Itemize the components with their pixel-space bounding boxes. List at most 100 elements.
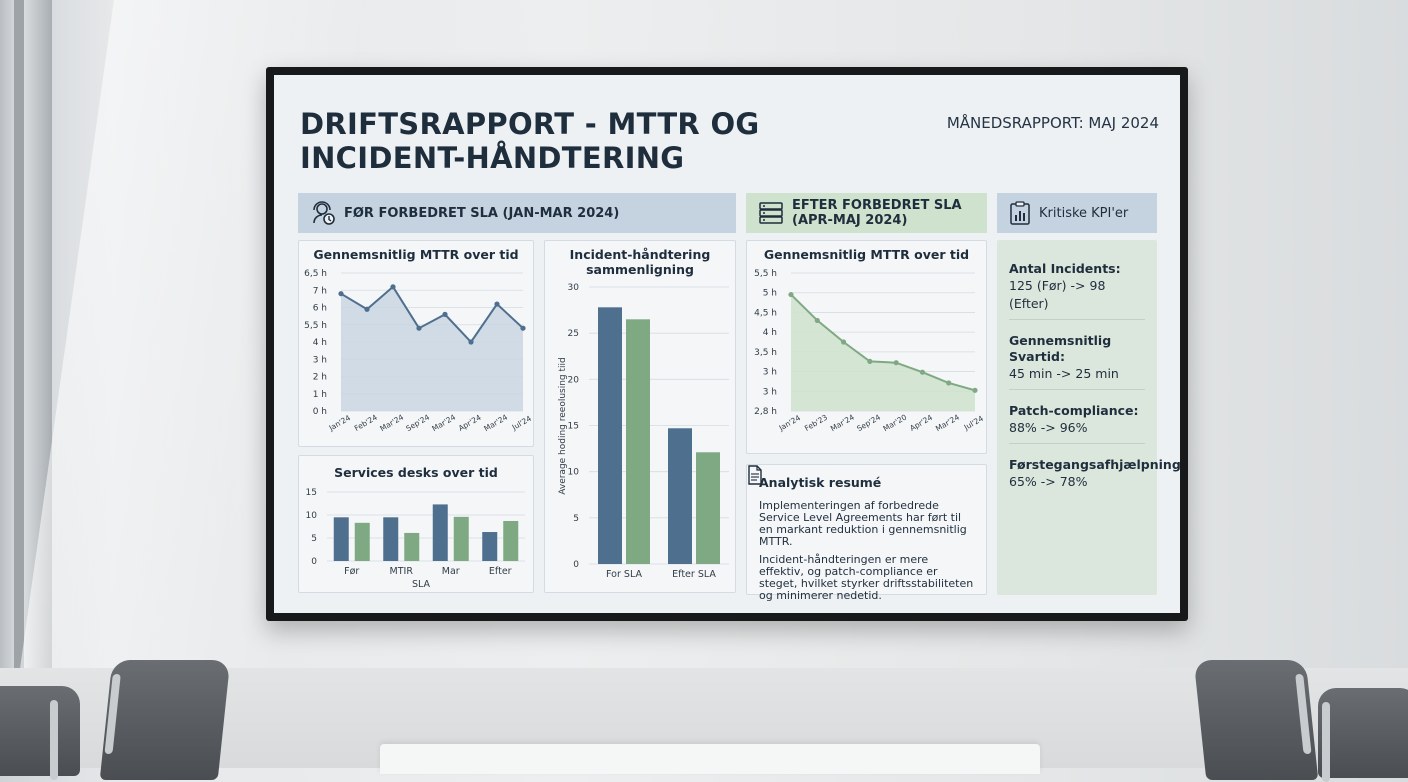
y-tick-label: 10 [568,468,580,478]
bar [598,307,622,564]
chair-right-1 [1193,660,1319,780]
y-tick-label: 2,8 h [754,407,777,417]
data-point [338,291,344,297]
bar [696,452,720,564]
x-tick-label: Mar'20 [881,412,908,433]
bar [668,428,692,564]
bar [354,522,370,561]
x-tick-label: Apr'24 [908,413,934,433]
wall-monitor: DRIFTSRAPPORT - MTTR OG INCIDENT-HÅNDTER… [266,67,1188,621]
bar [626,319,650,564]
x-tick-label: Sep'24 [855,412,882,433]
chart-mttr-before-title: Gennemsnitlig MTTR over tid [313,247,519,262]
y-tick-label: 3,5 h [754,348,777,358]
data-point [946,380,952,386]
chart-mttr-after: Gennemsnitlig MTTR over tid 2,8 h 3 h 3 h 3… [746,240,987,454]
kpi-value: 125 (Før) -> 98 (Efter) [1009,278,1106,311]
series-line [790,293,976,392]
chair-left-1 [0,686,80,780]
y-tick-label: 1 h [313,390,327,400]
x-tick-label: Mar'24 [482,412,509,433]
data-point [390,284,396,290]
document-icon [748,465,762,485]
y-tick-label: 5 h [763,289,777,299]
data-point [893,360,899,366]
y-tick-label: 15 [306,488,317,498]
series-line [340,285,524,344]
data-point [416,325,422,331]
y-tick-label: 2 h [313,373,327,383]
x-tick-label: Efter SLA [672,569,716,580]
y-tick-label: 15 [568,422,579,432]
y-tick-label: 4,5 h [754,308,777,318]
y-tick-label: 5 [311,534,317,544]
analytic-summary: Analytisk resumé Implementeringen af for… [746,464,987,602]
x-tick-label: Efter [489,566,512,577]
chart-mttr-before-svg: 0 h 1 h 2 h 3 h 4 h 5,5 h 6 h 7 h 6,5 h Jan'24 Feb… [304,269,533,433]
x-tick-label: Jul'24 [962,414,985,433]
x-tick-label: Sep'24 [404,412,431,433]
clipboard-chart-icon [1010,201,1030,225]
x-tick-label: Feb'23 [803,413,829,433]
y-tick-label: 5,5 h [754,269,777,279]
report-month: MÅNEDSRAPPORT: MAJ 2024 [946,114,1159,132]
data-point [972,387,978,393]
kpi-value: 65% -> 78% [1009,474,1088,489]
kpi-label: Patch-compliance: [1009,403,1139,418]
chart-service-desks-svg: 0 5 10 15 Før MTIR Mar Efter SLA [306,488,525,590]
x-tick-label: For SLA [606,569,642,580]
bar [503,520,519,561]
summary-header: Analytisk resumé [748,465,974,490]
section-header-kpi: Kritiske KPI'er [997,193,1157,233]
conference-table [380,744,1040,774]
y-tick-label: 7 h [313,286,327,296]
chart-mttr-after-svg: 2,8 h 3 h 3 h 3,5 h 4 h 4,5 h 5 h 5,5 h Jan'24 Fe… [754,269,985,433]
bar [404,532,420,561]
chart-service-desks-title: Services desks over tid [334,465,498,480]
bar [383,517,399,561]
y-tick-label: 30 [568,283,580,293]
data-point [814,317,820,324]
data-point [788,291,794,298]
data-point [520,325,526,331]
chart-incident-compare-svg: 0 5 10 15 20 25 30 For SLA Efter SLA Average hodi… [558,283,729,580]
window-frame [0,0,52,700]
area-fill [791,294,975,411]
y-tick-label: 0 [311,557,317,567]
data-point [840,339,847,345]
section-header-after-text: EFTER FORBEDRET SLA (APR-MAJ 2024) [792,198,962,228]
kpi-label: Gennemsnitlig Svartid: [1009,333,1112,364]
x-axis-label: SLA [412,579,431,590]
server-rack-icon [759,202,783,224]
section-header-before: FØR FORBEDRET SLA (JAN-MAR 2024) [298,193,736,233]
x-tick-label: Jul'24 [510,414,533,433]
kpi-label: Førstegangsafhjælpning: [1009,457,1180,472]
bar [432,504,448,561]
y-tick-label: 6,5 h [304,269,327,279]
y-tick-label: 4 h [763,328,777,338]
summary-title: Analytisk resumé [759,475,882,490]
chart-incident-compare-title: Incident-håndtering sammenligning [569,247,711,277]
x-tick-label: Mar'24 [829,412,856,433]
area-fill [341,286,523,411]
chart-mttr-after-title: Gennemsnitlig MTTR over tid [763,247,970,262]
page-title: DRIFTSRAPPORT - MTTR OG INCIDENT-HÅNDTER… [300,107,760,175]
kpi-item: Patch-compliance: 88% -> 96% [1009,398,1145,444]
y-tick-label: 20 [568,375,580,385]
section-header-after: EFTER FORBEDRET SLA (APR-MAJ 2024) [746,193,987,233]
section-header-after-line1: EFTER FORBEDRET SLA [792,198,962,213]
y-tick-label: 3 h [763,387,777,397]
kpi-item: Førstegangsafhjælpning: 65% -> 78% [1009,452,1180,497]
chair-right-2 [1318,688,1408,782]
chart-service-desks: Services desks over tid 0 5 10 15 Før MTIR Mar… [298,455,534,593]
data-point [442,311,448,317]
kpi-value: 88% -> 96% [1009,420,1088,435]
section-header-before-label: FØR FORBEDRET SLA (JAN-MAR 2024) [344,205,620,221]
y-tick-label: 10 [306,511,318,521]
x-tick-label: Før [344,566,359,577]
y-axis-label: Average hoding reeolusing tiid [558,357,568,495]
kpi-panel: Antal Incidents: 125 (Før) -> 98 (Efter)… [997,240,1180,595]
summary-paragraph-1: Implementeringen af forbedrede Service L… [759,499,967,548]
y-tick-label: 3 h [313,355,327,365]
y-tick-label: 5,5 h [304,321,327,331]
